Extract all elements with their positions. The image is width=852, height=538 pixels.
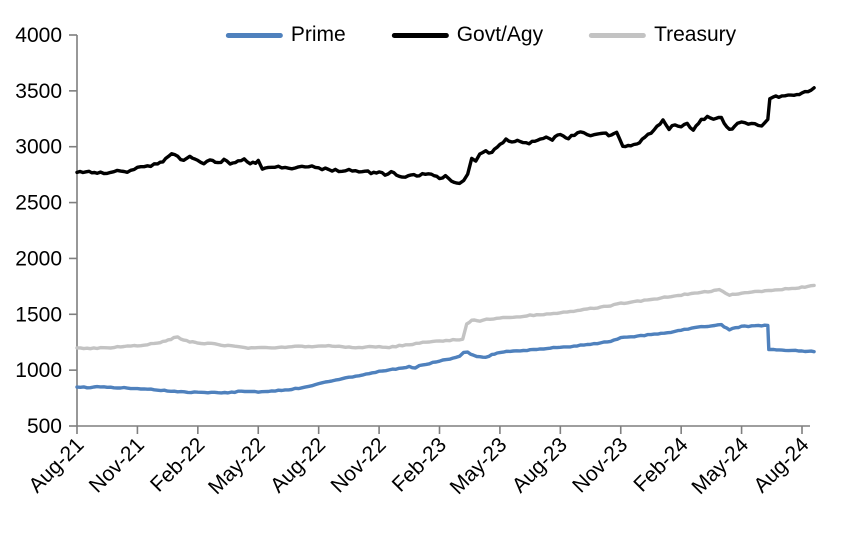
x-tick-label: Aug-22 (266, 433, 330, 497)
legend-label-treasury: Treasury (654, 23, 737, 46)
legend-item-prime: Prime (225, 23, 346, 47)
x-tick-label: Aug-24 (749, 433, 813, 497)
series-line-prime (75, 322, 816, 395)
axis-lines (76, 35, 810, 427)
y-tick-label: 3500 (15, 80, 62, 103)
x-tick-label: Feb-24 (629, 433, 693, 497)
legend-item-govt-agy: Govt/Agy (391, 23, 544, 47)
y-tick-label: 4000 (15, 24, 62, 47)
x-tick-label: May-23 (446, 433, 512, 499)
legend-label-govt-agy: Govt/Agy (456, 23, 544, 46)
y-tick-label: 500 (27, 415, 62, 438)
x-tick-label: May-24 (687, 433, 753, 499)
x-tick-label: Aug-23 (508, 433, 572, 497)
legend-label-prime: Prime (290, 23, 346, 46)
chart-legend: Prime Govt/Agy Treasury (225, 23, 736, 47)
x-tick-label: Feb-23 (388, 433, 451, 496)
legend-item-treasury: Treasury (589, 23, 736, 47)
series-line-govt-agy (75, 86, 816, 186)
treasury-line-swatch-icon (589, 32, 647, 38)
y-tick-label: 2000 (15, 247, 62, 270)
y-tick-label: 1500 (15, 303, 62, 326)
x-tick-label: Nov-22 (326, 433, 390, 497)
y-tick-label: 1000 (15, 359, 62, 382)
series-line-treasury (75, 283, 816, 351)
govt-agy-line-swatch-icon (391, 32, 449, 38)
y-tick-label: 3000 (15, 136, 62, 159)
x-tick-label: Aug-21 (24, 433, 88, 497)
x-tick-label: Feb-22 (146, 433, 209, 496)
y-tick-label: 2500 (15, 192, 62, 215)
prime-line-swatch-icon (225, 32, 283, 38)
x-tick-label: Nov-23 (568, 433, 632, 497)
x-tick-label: May-22 (204, 433, 270, 499)
x-tick-label: Nov-21 (85, 433, 149, 497)
